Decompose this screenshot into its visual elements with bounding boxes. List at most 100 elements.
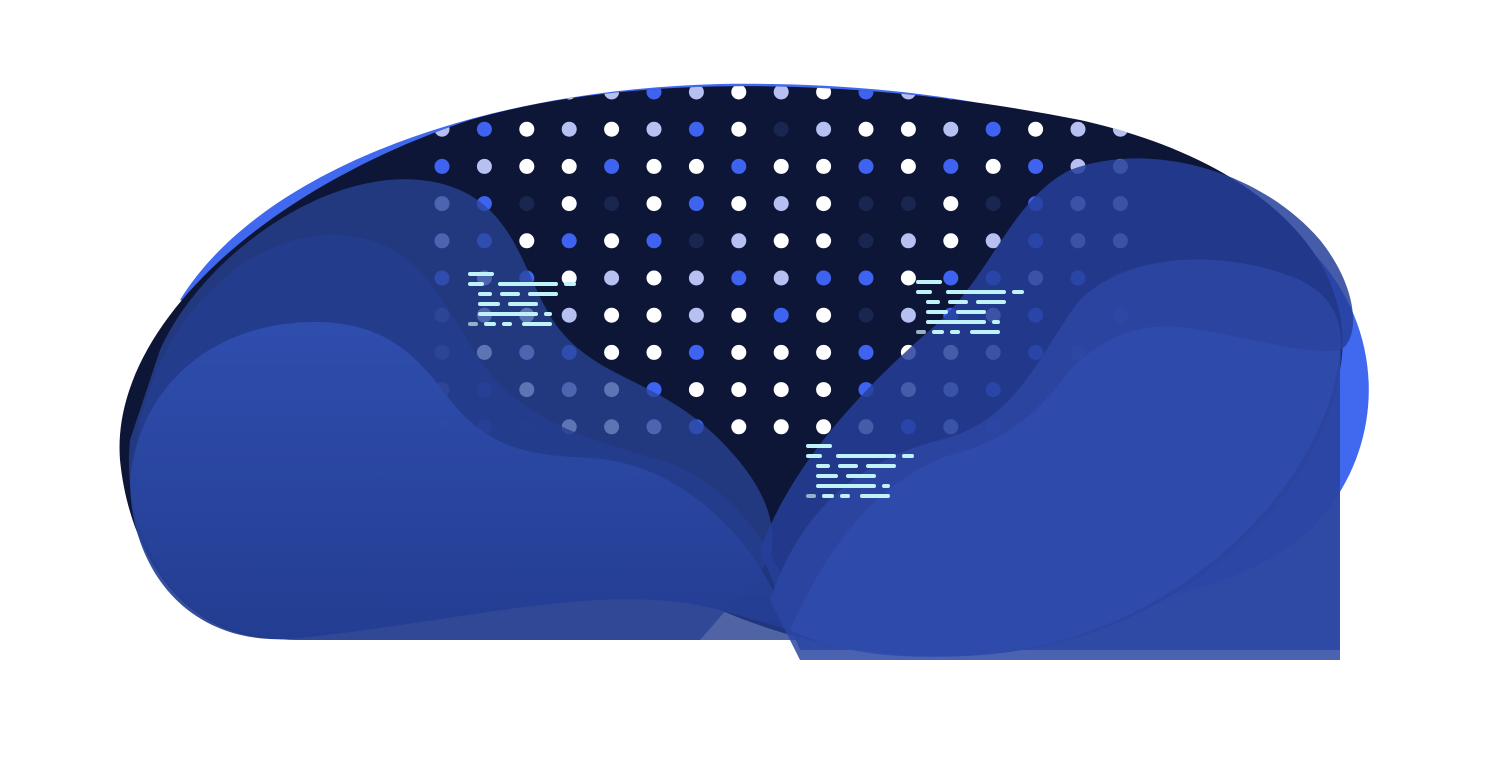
grid-dot: [816, 270, 832, 286]
grid-dot: [816, 419, 832, 435]
code-line-segment: [478, 312, 538, 316]
code-line-segment: [544, 312, 552, 316]
grid-dot: [816, 158, 832, 174]
grid-dot: [943, 86, 959, 100]
code-line-segment: [970, 330, 1000, 334]
grid-dot: [731, 382, 747, 398]
grid-dot: [900, 270, 916, 286]
grid-dot: [1028, 121, 1044, 137]
grid-dot: [943, 233, 959, 249]
code-line-segment: [948, 300, 968, 304]
grid-dot: [900, 158, 916, 174]
code-line-segment: [846, 474, 876, 478]
grid-dot: [858, 86, 874, 100]
grid-dot: [858, 233, 874, 249]
code-line-segment: [500, 292, 520, 296]
code-line-segment: [840, 494, 850, 498]
grid-dot: [646, 307, 662, 323]
code-line-segment: [866, 464, 896, 468]
code-line-segment: [926, 320, 986, 324]
grid-dot: [688, 121, 704, 137]
code-line-segment: [926, 310, 948, 314]
code-line-segment: [926, 300, 940, 304]
grid-dot: [476, 121, 492, 137]
grid-dot: [900, 86, 916, 100]
grid-dot: [688, 382, 704, 398]
code-line-segment: [564, 282, 576, 286]
right-wave-front: [790, 326, 1340, 657]
grid-dot: [519, 196, 535, 212]
code-line-segment: [468, 272, 494, 276]
grid-dot: [434, 86, 450, 100]
grid-dot: [604, 121, 620, 137]
grid-dot: [858, 121, 874, 137]
grid-dot: [816, 121, 832, 137]
grid-dot: [519, 121, 535, 137]
grid-dot: [985, 121, 1001, 137]
grid-dot: [519, 233, 535, 249]
grid-dot: [773, 196, 789, 212]
grid-dot: [1112, 121, 1128, 137]
grid-dot: [1112, 86, 1128, 100]
code-line-segment: [522, 322, 552, 326]
grid-dot: [731, 307, 747, 323]
grid-dot: [731, 419, 747, 435]
grid-dot: [773, 382, 789, 398]
grid-dot: [731, 270, 747, 286]
grid-dot: [476, 86, 492, 100]
code-line-segment: [992, 320, 1000, 324]
grid-dot: [816, 344, 832, 360]
grid-dot: [646, 86, 662, 100]
code-line-segment: [816, 464, 830, 468]
code-line-segment: [956, 310, 986, 314]
grid-dot: [985, 233, 1001, 249]
grid-dot: [604, 196, 620, 212]
grid-dot: [561, 121, 577, 137]
grid-dot: [604, 270, 620, 286]
grid-dot: [985, 196, 1001, 212]
grid-dot: [943, 121, 959, 137]
grid-dot: [604, 233, 620, 249]
grid-dot: [816, 233, 832, 249]
grid-dot: [731, 121, 747, 137]
code-line-segment: [916, 290, 932, 294]
grid-dot: [773, 307, 789, 323]
grid-dot: [900, 307, 916, 323]
grid-dot: [985, 158, 1001, 174]
code-line-segment: [950, 330, 960, 334]
code-line-segment: [502, 322, 512, 326]
grid-dot: [731, 196, 747, 212]
code-line-segment: [932, 330, 944, 334]
grid-dot: [816, 196, 832, 212]
grid-dot: [1028, 158, 1044, 174]
grid-dot: [858, 196, 874, 212]
code-line-segment: [902, 454, 914, 458]
code-line-segment: [946, 290, 1006, 294]
grid-dot: [604, 344, 620, 360]
grid-dot: [688, 86, 704, 100]
grid-dot: [773, 270, 789, 286]
code-line-segment: [508, 302, 538, 306]
code-line-segment: [838, 464, 858, 468]
grid-dot: [476, 158, 492, 174]
code-line-segment: [468, 282, 484, 286]
grid-dot: [688, 307, 704, 323]
code-line-segment: [816, 474, 838, 478]
grid-dot: [561, 158, 577, 174]
grid-dot: [1070, 121, 1086, 137]
grid-dot: [773, 419, 789, 435]
code-line-segment: [816, 484, 876, 488]
code-line-segment: [836, 454, 896, 458]
grid-dot: [646, 196, 662, 212]
grid-dot: [688, 233, 704, 249]
grid-dot: [900, 121, 916, 137]
grid-dot: [519, 158, 535, 174]
grid-dot: [858, 158, 874, 174]
grid-dot: [434, 158, 450, 174]
grid-dot: [561, 307, 577, 323]
grid-dot: [943, 270, 959, 286]
code-line-segment: [478, 292, 492, 296]
grid-dot: [943, 196, 959, 212]
grid-dot: [816, 307, 832, 323]
